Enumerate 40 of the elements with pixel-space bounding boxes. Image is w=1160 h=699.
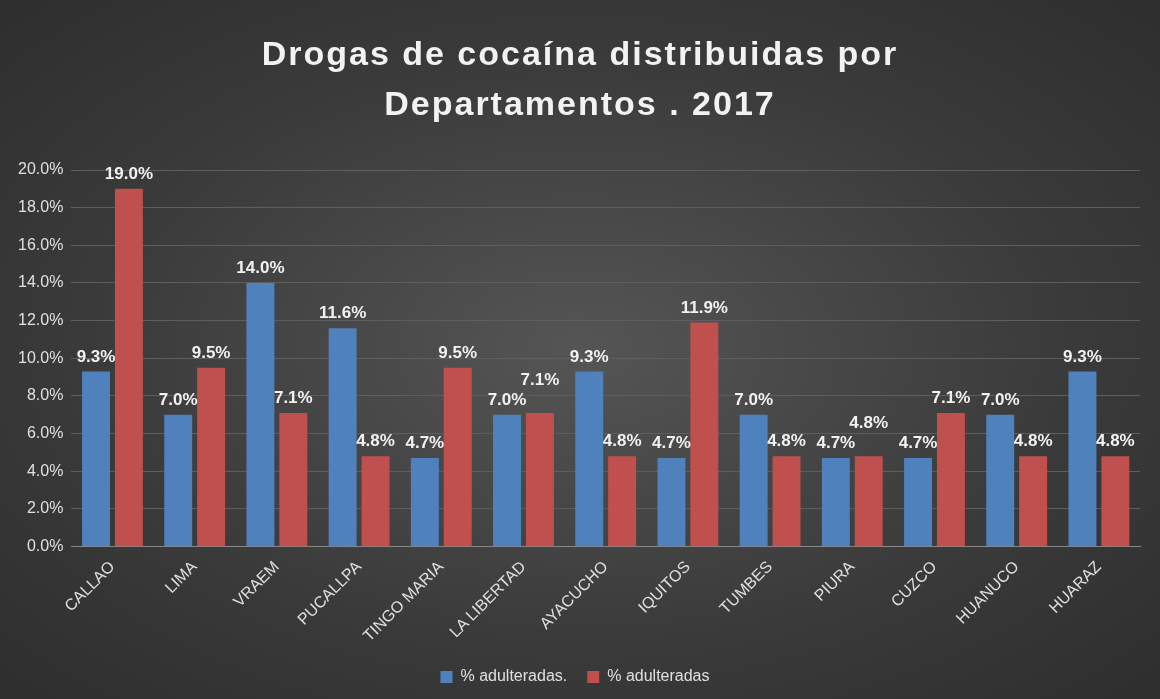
data-label: 4.8% <box>356 431 395 451</box>
y-tick-label: 8.0% <box>26 386 64 404</box>
data-label: 4.8% <box>1095 431 1135 451</box>
data-label: 19.0% <box>104 164 154 184</box>
data-label: 4.8% <box>767 431 806 451</box>
data-label: 7.0% <box>980 389 1020 409</box>
y-tick-label: 6.0% <box>26 424 64 442</box>
y-tick-label: 4.0% <box>26 461 64 479</box>
data-label: 4.8% <box>1013 431 1053 451</box>
data-label: 4.7% <box>652 433 691 453</box>
data-label: 7.1% <box>273 388 313 408</box>
data-label: 4.8% <box>602 431 642 451</box>
data-label: 9.3% <box>76 346 116 366</box>
y-tick-label: 16.0% <box>17 235 64 253</box>
y-tick-label: 12.0% <box>17 311 64 329</box>
data-label: 9.5% <box>191 342 231 362</box>
legend-label: % adulteradas. <box>460 667 568 685</box>
data-label: 7.0% <box>158 389 198 409</box>
data-label: 9.3% <box>569 346 609 366</box>
data-label: 14.0% <box>236 258 285 278</box>
data-label: 4.7% <box>405 433 445 453</box>
data-label: 11.9% <box>680 297 728 317</box>
data-label: 11.6% <box>319 303 367 323</box>
data-label: 7.1% <box>931 388 971 408</box>
data-label: 7.0% <box>734 389 774 409</box>
data-label: 4.7% <box>816 433 856 453</box>
data-label: 7.0% <box>487 389 527 409</box>
y-tick-label: 0.0% <box>26 537 64 555</box>
data-label: 9.3% <box>1063 346 1102 366</box>
chart-title: Drogas de cocaína distribuidas por Departamentos . 2017 <box>260 33 900 124</box>
y-tick-label: 20.0% <box>17 160 64 178</box>
y-tick-label: 18.0% <box>17 198 64 216</box>
y-tick-label: 2.0% <box>26 499 64 517</box>
y-tick-label: 10.0% <box>17 348 64 366</box>
y-tick-label: 14.0% <box>17 273 64 291</box>
data-label: 9.5% <box>438 342 478 362</box>
data-label: 7.1% <box>520 369 560 389</box>
legend-label: % adulteradas <box>607 667 710 685</box>
data-label: 4.8% <box>849 413 889 433</box>
data-label: 4.7% <box>898 433 938 453</box>
